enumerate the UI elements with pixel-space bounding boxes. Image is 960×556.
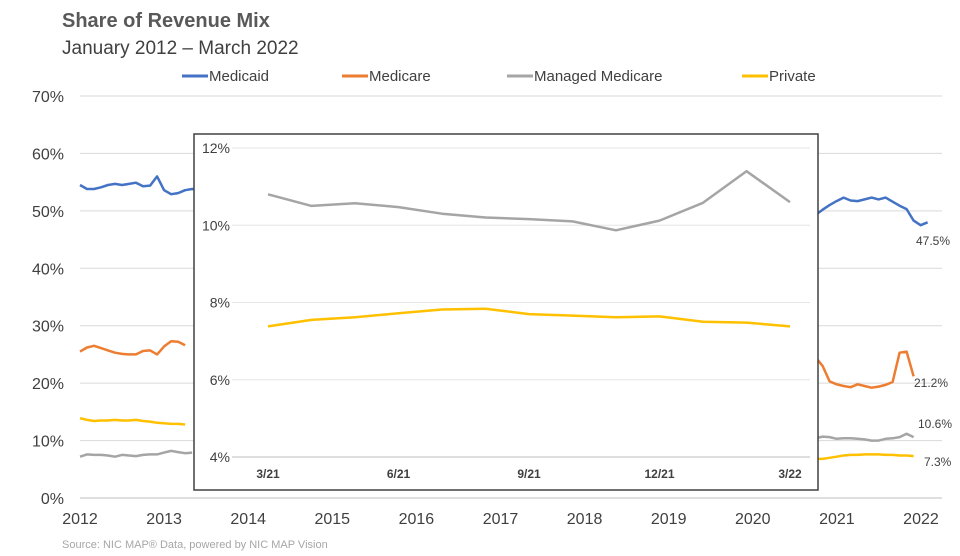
main-x-tick-label: 2022 [903, 511, 939, 528]
inset-plot-lines [267, 169, 791, 328]
main-y-tick-label: 50% [32, 204, 64, 221]
main-x-axis: 2012 2013 2014 2015 2016 2017 2018 2019 2020 2021… [62, 511, 939, 528]
legend-label-private: Private [769, 68, 816, 85]
legend: Medicaid Medicare Managed Medicare Priva… [182, 68, 816, 85]
main-x-tick-label: 2015 [314, 511, 350, 528]
legend-label-managed-medicare: Managed Medicare [534, 68, 662, 85]
source-note: Source: NIC MAP® Data, powered by NIC MA… [62, 539, 328, 551]
main-y-tick-label: 60% [32, 146, 64, 163]
inset-y-tick-label: 10% [202, 217, 230, 233]
main-y-tick-label: 20% [32, 376, 64, 393]
end-label-private: 7.3% [924, 455, 952, 469]
inset-y-tick-label: 6% [210, 372, 230, 388]
end-label-medicaid: 47.5% [916, 234, 950, 248]
end-label-managed-medicare: 10.6% [918, 417, 952, 431]
main-y-tick-label: 70% [32, 89, 64, 106]
inset-y-tick-label: 12% [202, 140, 230, 156]
main-x-tick-label: 2016 [399, 511, 435, 528]
main-y-tick-label: 10% [32, 434, 64, 451]
main-y-axis: 0% 10% 20% 30% 40% 50% 60% 70% [32, 89, 64, 508]
main-y-tick-label: 30% [32, 319, 64, 336]
chart-title: Share of Revenue Mix [62, 10, 270, 32]
main-x-tick-label: 2020 [735, 511, 771, 528]
main-x-tick-label: 2019 [651, 511, 687, 528]
inset-x-tick-label: 3/22 [778, 467, 802, 481]
legend-label-medicare: Medicare [369, 68, 431, 85]
inset-x-axis: 3/21 6/21 9/21 12/21 3/22 [256, 467, 802, 481]
main-x-tick-label: 2018 [567, 511, 603, 528]
main-x-tick-label: 2014 [230, 511, 266, 528]
main-x-tick-label: 2021 [819, 511, 855, 528]
inset-gridlines [232, 147, 810, 458]
main-x-tick-label: 2012 [62, 511, 98, 528]
inset-line-private [267, 307, 791, 328]
legend-label-medicaid: Medicaid [209, 68, 269, 85]
inset-x-tick-label: 6/21 [387, 467, 411, 481]
chart-subtitle: January 2012 – March 2022 [62, 38, 299, 59]
inset-y-tick-label: 8% [210, 295, 230, 311]
main-y-tick-label: 40% [32, 261, 64, 278]
main-y-tick-label: 0% [41, 491, 64, 508]
inset-x-tick-label: 3/21 [256, 467, 280, 481]
main-x-tick-label: 2017 [483, 511, 519, 528]
inset-x-tick-label: 12/21 [644, 467, 674, 481]
inset-chart: 4% 6% 8% 10% 12% 3/21 6/21 9/21 12/21 3/22 [193, 133, 819, 491]
main-x-tick-label: 2013 [146, 511, 182, 528]
inset-line-managed-medicare [267, 169, 791, 232]
inset-y-axis: 4% 6% 8% 10% 12% [202, 140, 230, 465]
end-label-medicare: 21.2% [914, 376, 948, 390]
inset-x-tick-label: 9/21 [517, 467, 541, 481]
inset-y-tick-label: 4% [210, 449, 230, 465]
